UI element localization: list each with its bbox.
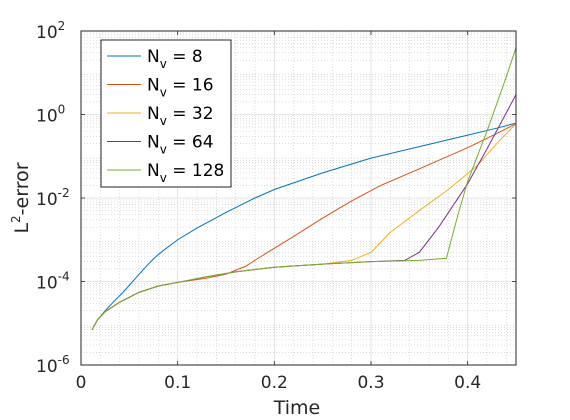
legend-entry-label: Nv = 64: [147, 133, 214, 157]
x-tick-label: 0: [76, 373, 87, 393]
legend-entry-label: Nv = 32: [147, 104, 214, 128]
y-tick-label: 102: [36, 19, 65, 43]
y-tick-label: 10-4: [36, 270, 70, 294]
x-tick-label: 0.1: [164, 373, 191, 393]
y-axis-label: L2-error: [9, 162, 33, 233]
x-tick-label: 0.2: [261, 373, 288, 393]
axes-frame: [80, 30, 517, 366]
legend-entry-label: Nv = 8: [147, 47, 203, 71]
legend: Nv = 8 Nv = 16 Nv = 32 Nv = 64 Nv = 128: [100, 39, 232, 188]
axes-box: [80, 30, 517, 366]
legend-entry-label: Nv = 128: [147, 161, 224, 185]
x-tick-label: 0.4: [454, 373, 481, 393]
y-tick-labels: 10-6 10-4 10-2 100 102: [36, 19, 70, 377]
x-tick-label: 0.3: [357, 373, 384, 393]
series-line-1: [91, 122, 516, 330]
series-line-5: [91, 47, 516, 330]
y-tick-label: 100: [36, 103, 65, 127]
x-tick-labels: 0 0.1 0.2 0.3 0.4: [76, 373, 482, 393]
series-lines: [91, 47, 516, 330]
x-axis-label: Time: [273, 397, 321, 419]
y-tick-label: 10-6: [36, 353, 70, 377]
y-tick-label: 10-2: [36, 186, 70, 210]
legend-entry-label: Nv = 16: [147, 76, 214, 100]
